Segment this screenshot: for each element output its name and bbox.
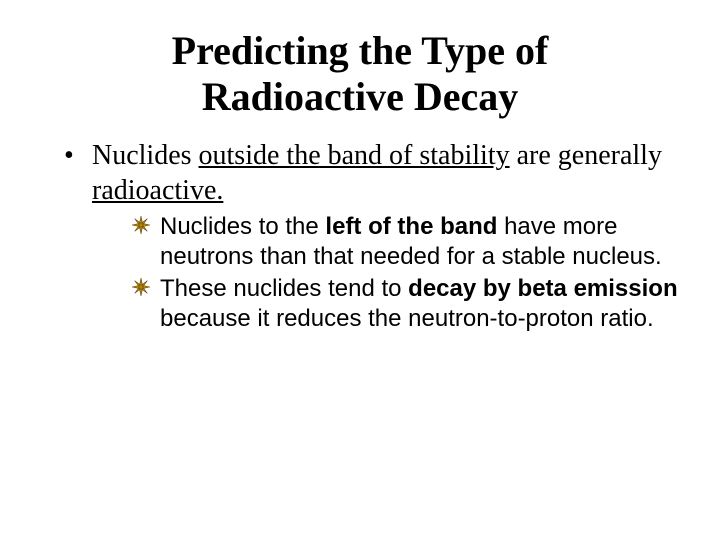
bullet1-text-pre: Nuclides (92, 140, 199, 171)
bullet-item-1: Nuclides outside the band of stability a… (64, 138, 680, 334)
slide-title: Predicting the Type of Radioactive Decay (40, 28, 680, 120)
sub2-bold: decay by beta emission (408, 275, 677, 302)
sub-item-1: Nuclides to the left of the band have mo… (132, 212, 680, 272)
bullet1-underline-2: radioactive. (92, 175, 223, 206)
title-line-2: Radioactive Decay (202, 74, 519, 119)
bullet-list-level2: Nuclides to the left of the band have mo… (92, 212, 680, 334)
sub1-bold: left of the band (325, 213, 497, 240)
bullet-list-level1: Nuclides outside the band of stability a… (40, 138, 680, 334)
sub2-text-post: because it reduces the neutron-to-proton… (160, 305, 654, 332)
sub-item-2: These nuclides tend to decay by beta emi… (132, 274, 680, 334)
bullet1-text-mid: are generally (510, 140, 662, 171)
sunburst-icon (132, 278, 150, 296)
sub2-text-pre: These nuclides tend to (160, 275, 408, 302)
slide: Predicting the Type of Radioactive Decay… (0, 0, 720, 540)
title-line-1: Predicting the Type of (172, 28, 549, 73)
sub1-text-pre: Nuclides to the (160, 213, 325, 240)
sunburst-icon (132, 216, 150, 234)
bullet1-underline-1: outside the band of stability (199, 140, 510, 171)
